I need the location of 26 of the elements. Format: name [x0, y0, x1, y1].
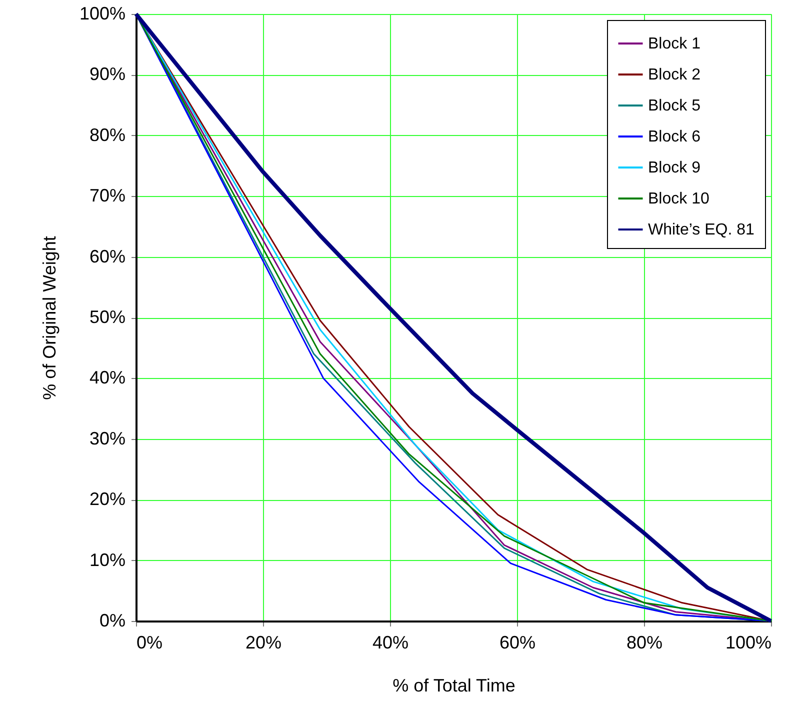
- legend-label: Block 6: [648, 128, 701, 146]
- x-axis-title: % of Total Time: [392, 676, 516, 696]
- x-tick-label: 20%: [245, 632, 282, 652]
- legend-label: Block 1: [648, 36, 701, 52]
- legend-label: Block 2: [648, 66, 701, 84]
- x-tick-label: 100%: [725, 632, 772, 652]
- x-tick-label: 40%: [372, 632, 409, 652]
- y-tick-label: 80%: [89, 124, 126, 145]
- y-tick-label: 100%: [79, 4, 126, 24]
- y-tick-label: 70%: [89, 186, 126, 206]
- x-tick-label: 80%: [626, 632, 663, 652]
- y-tick-label: 10%: [89, 550, 126, 570]
- y-axis-title: % of Original Weight: [39, 236, 60, 400]
- legend-label: Block 5: [648, 98, 701, 114]
- y-tick-label: 20%: [89, 489, 126, 510]
- x-tick-label: 0%: [136, 632, 163, 652]
- legend-label: Block 9: [648, 160, 701, 176]
- y-tick-label: 50%: [89, 307, 126, 327]
- x-tick-label: 60%: [499, 632, 536, 652]
- y-tick-label: 60%: [89, 246, 126, 266]
- y-tick-label: 40%: [89, 368, 126, 388]
- legend-label: Block 10: [648, 190, 710, 208]
- y-tick-label: 90%: [89, 64, 126, 84]
- legend-label: White’s EQ. 81: [648, 222, 755, 238]
- y-tick-label: 0%: [99, 610, 126, 630]
- y-tick-label: 30%: [89, 428, 126, 448]
